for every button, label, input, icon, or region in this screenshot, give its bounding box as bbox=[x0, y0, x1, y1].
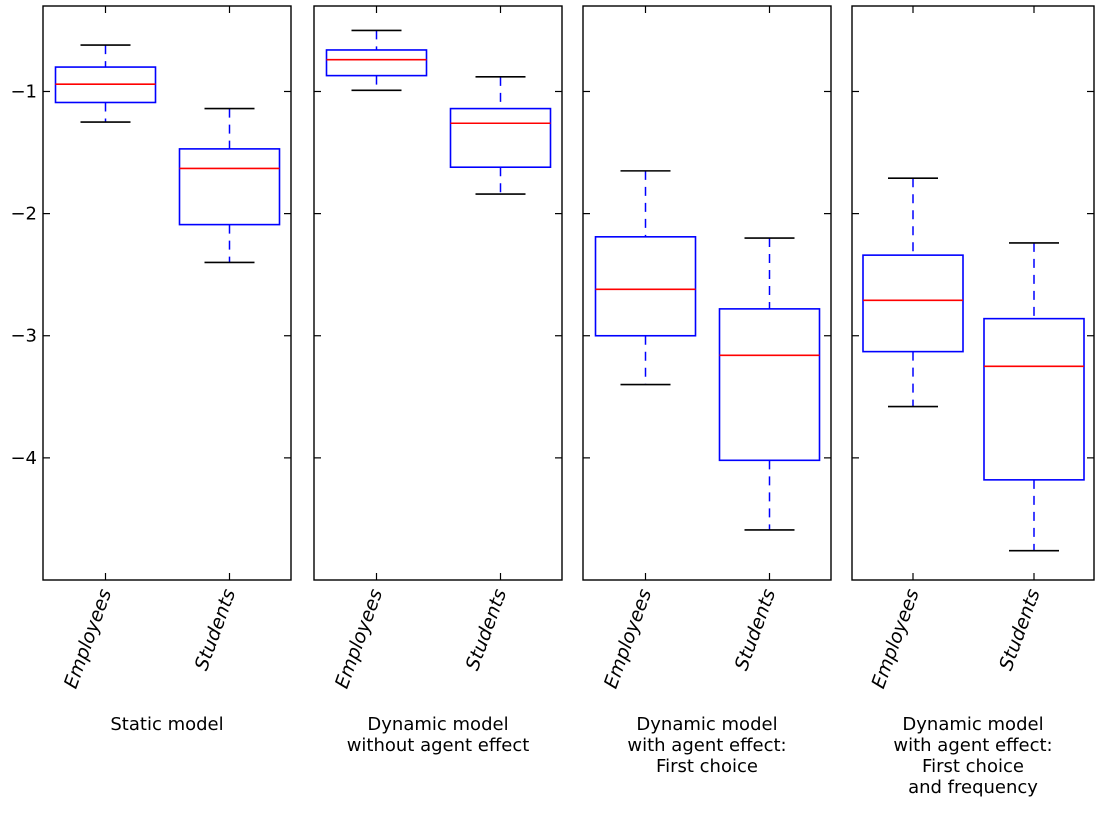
box-students bbox=[178, 148, 281, 226]
panel-title-line: Dynamic model bbox=[636, 714, 777, 735]
panel-title-line: with agent effect: bbox=[627, 735, 786, 756]
box-students bbox=[449, 107, 552, 169]
panel-2-axes-frame bbox=[313, 5, 563, 581]
panel-title-line: First choice bbox=[922, 756, 1024, 777]
box-employees bbox=[594, 236, 697, 337]
category-label: Employees bbox=[600, 586, 656, 691]
y-tick-label: −1 bbox=[10, 81, 37, 102]
panel-title-line: Dynamic model bbox=[902, 714, 1043, 735]
category-label: Students bbox=[731, 586, 781, 673]
panel-title-line: with agent effect: bbox=[893, 735, 1052, 756]
category-label: Students bbox=[462, 586, 512, 673]
category-label: Students bbox=[995, 586, 1045, 673]
y-tick-label: −2 bbox=[10, 204, 37, 225]
y-tick-label: −4 bbox=[10, 448, 37, 469]
box-students bbox=[983, 317, 1085, 481]
panel-title-line: without agent effect bbox=[347, 735, 530, 756]
panel-title-line: Dynamic model bbox=[367, 714, 508, 735]
panel-3-axes-frame bbox=[582, 5, 832, 581]
y-tick-label: −3 bbox=[10, 326, 37, 347]
panel-4-axes-frame bbox=[851, 5, 1095, 581]
category-label: Employees bbox=[331, 586, 387, 691]
category-label: Employees bbox=[867, 586, 923, 691]
panel-1-axes-frame bbox=[42, 5, 292, 581]
panel-title-line: Static model bbox=[110, 714, 223, 735]
panel-title-line: and frequency bbox=[908, 777, 1038, 798]
box-employees bbox=[862, 254, 964, 353]
category-label: Employees bbox=[60, 586, 116, 691]
category-label: Students bbox=[191, 586, 241, 673]
panel-title-line: First choice bbox=[656, 756, 758, 777]
box-employees bbox=[325, 49, 428, 77]
box-students bbox=[718, 308, 821, 462]
